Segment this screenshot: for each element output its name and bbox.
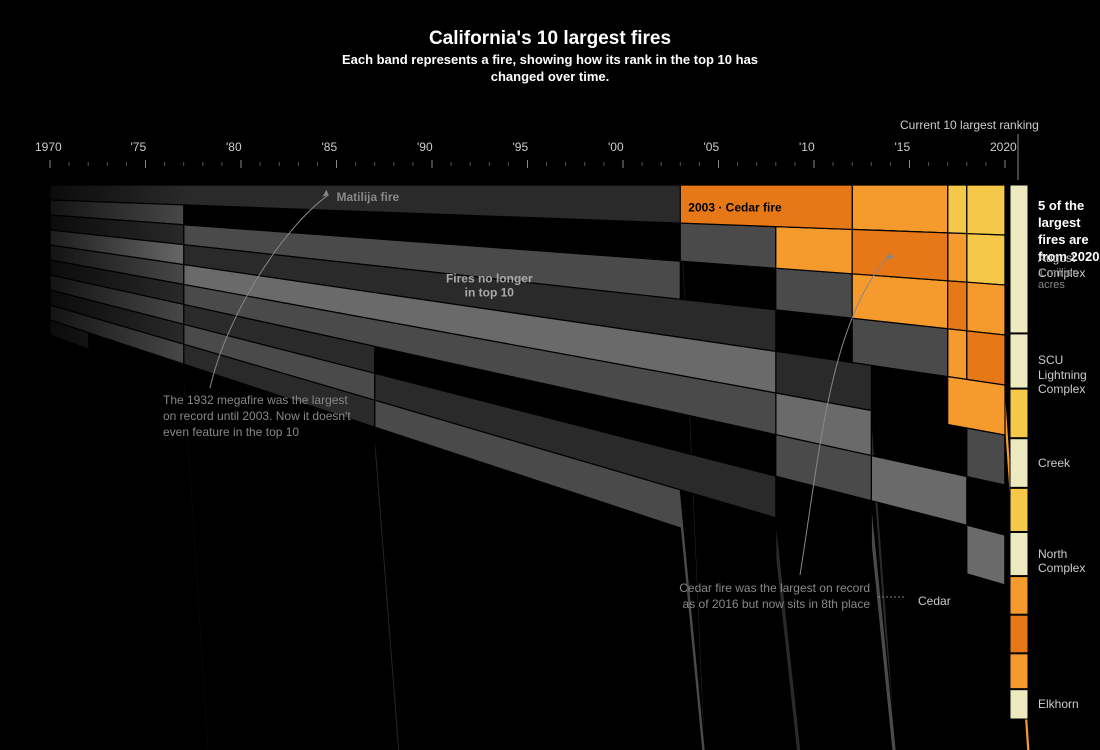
x-axis-label: '00: [608, 140, 624, 154]
rank-label-6: North Complex: [1038, 547, 1100, 576]
label-no-longer: Fires no longer: [446, 271, 533, 285]
label-no-longer: in top 10: [465, 285, 515, 299]
x-axis-label: '85: [322, 140, 338, 154]
label-matilija: Matilija fire: [337, 190, 400, 204]
rank-cell-6: [1010, 532, 1028, 575]
rank-cell-5: [1010, 488, 1028, 531]
bump-chart: Matilija fire Fires no longerin top 10 200…: [0, 0, 1100, 750]
label-cedar: 2003 · Cedar fire: [688, 201, 782, 215]
rank-cell-2: [1010, 334, 1028, 388]
x-axis-label: '05: [704, 140, 720, 154]
x-axis-label: '10: [799, 140, 815, 154]
x-axis-label: '80: [226, 140, 242, 154]
ranking-bar: [1010, 185, 1028, 719]
x-axis-label: '90: [417, 140, 433, 154]
rank-cell-8: [1010, 615, 1028, 653]
rank-label-2: SCU LightningComplex: [1038, 353, 1100, 396]
rank-cell-4: [1010, 439, 1028, 488]
rank-cell-1: [1010, 185, 1028, 333]
rank-cell-10: [1010, 690, 1028, 719]
x-axis-label: 2020: [990, 140, 1017, 154]
x-axis-label: '95: [513, 140, 529, 154]
x-axis-label: '75: [131, 140, 147, 154]
rank-label-10: Elkhorn: [1038, 697, 1079, 711]
annotation-cedar: Cedar fire was the largest on recordas o…: [650, 580, 870, 612]
rank-sublabel-1: 1 million acres: [1038, 267, 1100, 291]
x-axis-label: 1970: [35, 140, 62, 154]
annotation-cedar-small: Cedar: [918, 593, 951, 609]
rank-cell-3: [1010, 389, 1028, 438]
x-axis-ticks: [50, 134, 1018, 180]
annotation-megafire: The 1932 megafire was the largeston reco…: [163, 392, 351, 441]
x-axis-label: '15: [895, 140, 911, 154]
ranking-header-label: Current 10 largest ranking: [900, 118, 1039, 132]
rank-label-4: Creek: [1038, 456, 1070, 470]
rank-cell-9: [1010, 654, 1028, 689]
left-fade: [0, 180, 190, 750]
chart-bands: [50, 185, 1030, 750]
rank-cell-7: [1010, 577, 1028, 615]
